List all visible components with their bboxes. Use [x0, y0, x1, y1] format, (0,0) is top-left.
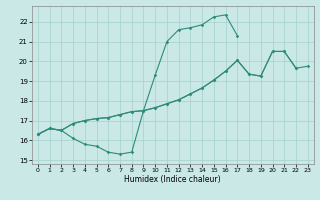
X-axis label: Humidex (Indice chaleur): Humidex (Indice chaleur): [124, 175, 221, 184]
